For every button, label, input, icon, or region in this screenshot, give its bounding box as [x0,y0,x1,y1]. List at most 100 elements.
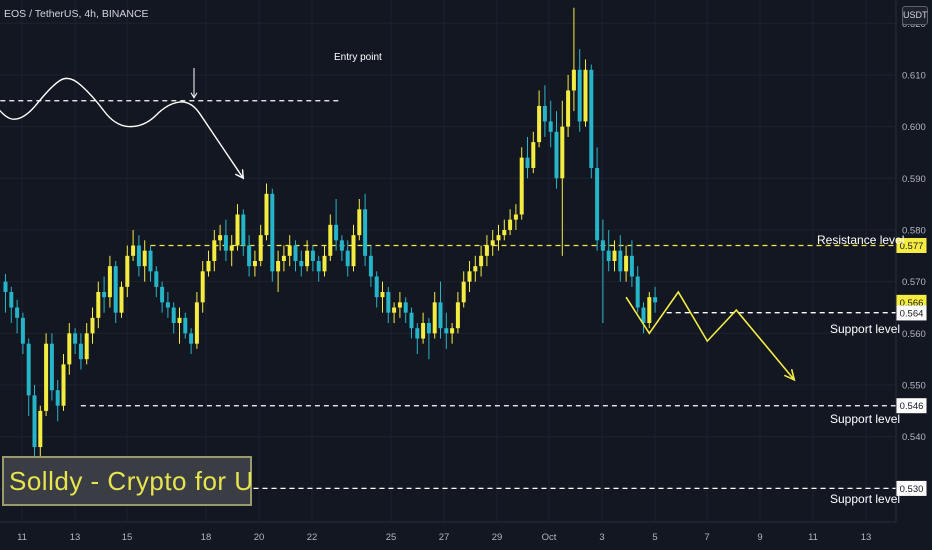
y-tick-label: 0.600 [902,122,926,133]
candle-body [142,250,147,267]
candle-body [368,255,373,277]
x-tick-label: 9 [757,532,762,543]
candle-body [531,142,536,168]
candle-body [519,157,524,215]
candle-body [96,292,101,318]
candle-body [310,250,315,261]
candle-body [270,193,275,272]
candle-body [455,302,460,329]
price-axis-bg [896,0,932,550]
candle-body [316,261,321,272]
candle-body [131,245,136,256]
y-tick-label: 0.580 [902,225,926,236]
candle-body [432,302,437,334]
x-tick-label: 11 [808,532,818,543]
candle-body [612,250,617,261]
candle-body [357,209,362,236]
candle-body [345,250,350,267]
support-price-tag-2-bg [896,398,927,414]
sketch-arrow-head [234,169,245,180]
x-tick-label: Oct [542,532,557,543]
candle-body [148,250,153,272]
entry-arrow-head [190,92,198,99]
support-price-tag-1-bg [896,305,927,321]
projection-path [625,290,796,382]
y-tick-label: 0.570 [902,277,926,288]
entry-point-label: Entry point [334,52,382,63]
candle-body [84,333,89,360]
candle-body [154,271,159,287]
candle-body [421,323,426,339]
candle-body [513,214,518,220]
candle-body [276,261,281,272]
x-tick-label: 13 [70,532,81,543]
sketch-drawing [0,68,342,180]
candle-body [73,333,78,344]
x-tick-label: 5 [652,532,657,543]
candle-body [374,276,379,298]
candle-body [67,333,72,365]
support-label-2: Support level [830,412,901,426]
candle-body [403,302,408,313]
candles [3,7,658,473]
candle-body [235,214,240,246]
candle-body [15,307,20,318]
x-tick-label: 22 [307,532,318,543]
candle-body [426,323,431,334]
support-price-tag-3: 0.530 [900,484,924,495]
candle-body [20,317,25,344]
candle-body [484,245,489,256]
watermark-text: Solldy - Crypto for U [9,466,254,496]
candle-body [629,255,634,277]
candle-body [334,224,339,241]
projection-arrow-head [783,369,796,382]
candle-body [264,193,269,236]
candle-body [595,167,600,241]
x-tick-label: 3 [599,532,604,543]
candle-body [229,245,234,251]
support-price-tag-1: 0.564 [900,308,924,319]
candle-body [415,328,420,339]
candle-body [223,235,228,251]
resistance-price-tag-bg [896,237,927,253]
candle-body [461,281,466,303]
x-tick-label: 18 [201,532,212,543]
currency-badge[interactable]: USDT [902,6,928,25]
projection-zigzag [625,290,795,381]
candle-body [490,240,495,246]
candle-body [589,69,594,168]
candle-body [3,281,8,293]
x-tick-label: 13 [861,532,872,543]
candle-body [38,410,43,448]
candle-body [90,317,95,334]
x-tick-label: 20 [254,532,265,543]
candle-body [9,292,14,308]
candle-body [113,266,118,313]
candle-body [397,302,402,308]
candle-body [409,312,414,329]
candle-body [380,292,385,298]
y-tick-label: 0.610 [902,70,926,81]
candle-body [49,343,54,391]
candle-body [542,105,547,122]
candle-body [293,245,298,261]
price-axis[interactable]: 0.6200.6100.6000.5900.5800.5700.5600.550… [895,0,932,550]
candle-body [194,302,199,344]
grid [0,0,896,522]
candle-body [212,240,217,261]
candle-body [247,245,252,267]
candle-body [241,214,246,246]
candle-body [618,250,623,272]
time-axis[interactable]: 11 13 15 18 20 22 25 27 29 Oct 3 5 7 9 11 13 [0,521,896,543]
candle-body [183,317,188,334]
candle-body [165,302,170,308]
watermark-box: Solldy - Crypto for U [2,456,254,506]
candle-body [600,240,605,251]
candle-body [61,364,66,406]
candle-body [160,286,165,303]
candle-body [78,343,83,360]
candle-body [171,307,176,324]
candle-body [218,235,223,241]
support-price-tag-2: 0.546 [900,401,924,412]
